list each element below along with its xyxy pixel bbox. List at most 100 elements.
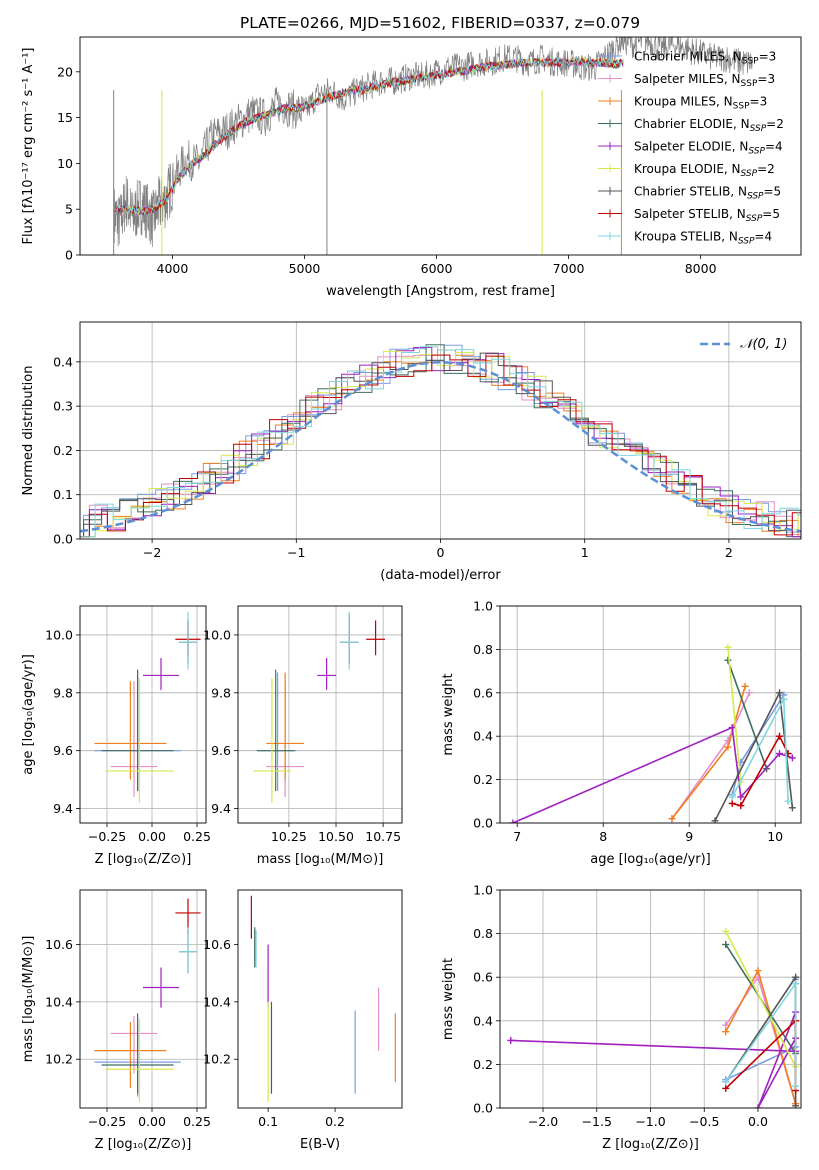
legend-label: Chabrier MILES, NSSP=3 xyxy=(634,50,776,67)
y-tick-label: 0.0 xyxy=(53,532,73,547)
legend-value: =4 xyxy=(754,230,772,244)
legend-label: Kroupa STELIB, NSSP=4 xyxy=(634,230,772,247)
legend-sub: SSP xyxy=(748,147,765,157)
legend-label: Chabrier ELODIE, NSSP=2 xyxy=(634,117,784,134)
x-tick-label: 7 xyxy=(513,829,521,844)
plot-frame xyxy=(79,36,802,256)
y-tick-label: 20 xyxy=(57,64,73,79)
legend-sub: SSP xyxy=(750,124,767,134)
residual-histogram xyxy=(80,354,801,538)
y-tick-label: 10.4 xyxy=(203,994,231,1009)
x-tick-label: −2.0 xyxy=(528,1114,558,1129)
x-tick-label: 0.2 xyxy=(325,1114,345,1129)
errorbar-point xyxy=(179,927,197,974)
observed-spectrum xyxy=(113,37,754,247)
x-tick-label: −0.25 xyxy=(88,1114,126,1129)
legend-entry: Salpeter STELIB, NSSP=5 xyxy=(598,207,780,224)
plot-frame xyxy=(237,889,403,1109)
legend-label: Salpeter ELODIE, NSSP=4 xyxy=(634,140,783,157)
x-tick-label: 10.50 xyxy=(318,829,354,844)
residual-histogram xyxy=(80,349,801,538)
y-tick-label: 0.1 xyxy=(53,487,73,502)
panel-mass_vs_Z: −0.25 0.00 0.25 10.2 10.4 10.6 Z [log₁₀(Z/Z⊙)]… xyxy=(21,889,211,1152)
legend-value: =2 xyxy=(757,162,775,176)
legend-value: =5 xyxy=(764,185,782,199)
y-tick-label: 0.2 xyxy=(473,772,493,787)
y-axis-label: mass weight xyxy=(441,673,456,755)
histograms xyxy=(80,344,801,538)
model-spectrum-line xyxy=(114,57,624,216)
y-tick-label: 10.0 xyxy=(203,627,231,642)
panel-spectrum: 4000 5000 6000 7000 8000 0 5 10 15 20 wavelength [… xyxy=(21,36,802,299)
errorbar-point xyxy=(94,681,167,780)
y-tick-label: 9.4 xyxy=(211,801,231,816)
weight-series-line xyxy=(510,1011,797,1108)
weight-series-line xyxy=(732,734,789,807)
legend-entry: Chabrier ELODIE, NSSP=2 xyxy=(598,117,784,134)
y-tick-label: 0.8 xyxy=(473,642,493,657)
x-tick-label: −2 xyxy=(143,545,161,560)
plot-frame xyxy=(79,321,802,540)
y-tick-label: 0.6 xyxy=(473,970,493,985)
weight-series-line xyxy=(725,931,797,1067)
x-axis-label: age [log₁₀(age/yr)] xyxy=(590,852,711,867)
legend-label: Salpeter STELIB, NSSP=5 xyxy=(634,207,780,224)
errorbar-point xyxy=(266,672,304,780)
panel-age_vs_Z: −0.25 0.00 0.25 9.4 9.6 9.8 10.0 Z [log₁₀(Z/Z⊙)… xyxy=(21,605,211,867)
legend-sub: SSP xyxy=(741,79,758,89)
errorbar-point xyxy=(105,678,174,803)
legend-entry: Kroupa ELODIE, NSSP=2 xyxy=(598,162,775,179)
legend-label: Kroupa ELODIE, NSSP=2 xyxy=(634,162,775,179)
errorbars xyxy=(250,895,396,1103)
x-axis-label: Z [log₁₀(Z/Z⊙)] xyxy=(95,852,192,867)
legend-sub: SSP xyxy=(746,214,763,224)
y-tick-label: 10.4 xyxy=(45,994,73,1009)
y-axis-label: Normed distribution xyxy=(21,366,36,496)
residual-histogram xyxy=(80,344,801,538)
y-tick-label: 5 xyxy=(65,202,73,217)
legend-entry: Kroupa STELIB, NSSP=4 xyxy=(598,230,772,247)
x-tick-label: 0.25 xyxy=(183,829,211,844)
errorbar-point xyxy=(110,681,158,797)
x-tick-label: 0.0 xyxy=(748,1114,768,1129)
y-tick-label: 10.6 xyxy=(203,937,231,952)
y-tick-label: 0.2 xyxy=(473,1057,493,1072)
errorbar-point xyxy=(143,967,179,1008)
model-spectrum-line xyxy=(113,57,624,215)
y-tick-label: 10.2 xyxy=(203,1052,231,1067)
x-tick-label: −1.5 xyxy=(582,1114,612,1129)
errorbar-point xyxy=(105,1019,174,1103)
errorbars xyxy=(94,611,201,803)
y-tick-label: 10.0 xyxy=(45,627,73,642)
plot-frame xyxy=(79,889,207,1109)
x-tick-label: 10.25 xyxy=(271,829,307,844)
y-tick-label: 1.0 xyxy=(473,599,493,614)
errorbar-point xyxy=(101,669,174,792)
legend-entry: Chabrier STELIB, NSSP=5 xyxy=(598,185,781,202)
x-tick-label: 0.1 xyxy=(258,1114,278,1129)
x-tick-label: 7000 xyxy=(553,261,585,276)
errorbar-point xyxy=(339,611,359,670)
legend-sub: SSP xyxy=(733,102,750,112)
panel-age_vs_mass: 10.25 10.50 10.75 9.4 9.6 9.8 10.0 mass [log₁₀(… xyxy=(203,605,403,867)
y-tick-label: 9.6 xyxy=(211,743,231,758)
legend-sub: SSP xyxy=(747,192,764,202)
x-tick-label: 4000 xyxy=(157,261,189,276)
model-spectrum-line xyxy=(113,57,624,216)
x-tick-label: 9 xyxy=(685,829,693,844)
y-axis-label: age [log₁₀(age/yr)] xyxy=(21,654,36,775)
legend-label: 𝒩(0, 1) xyxy=(740,337,787,352)
residual-histogram xyxy=(80,346,801,538)
legend-entry: Kroupa MILES, NSSP=3 xyxy=(598,95,767,112)
spectrum-lines xyxy=(113,37,754,255)
x-tick-label: 0.25 xyxy=(183,1114,211,1129)
errorbars xyxy=(94,898,201,1103)
plot-frame xyxy=(499,605,802,824)
y-tick-label: 0.6 xyxy=(473,685,493,700)
y-tick-label: 9.4 xyxy=(53,801,73,816)
errorbar-point xyxy=(110,1016,158,1074)
legend-label: Chabrier STELIB, NSSP=5 xyxy=(634,185,781,202)
x-tick-label: −1.0 xyxy=(635,1114,665,1129)
x-axis-label: Z [log₁₀(Z/Z⊙)] xyxy=(95,1137,192,1152)
